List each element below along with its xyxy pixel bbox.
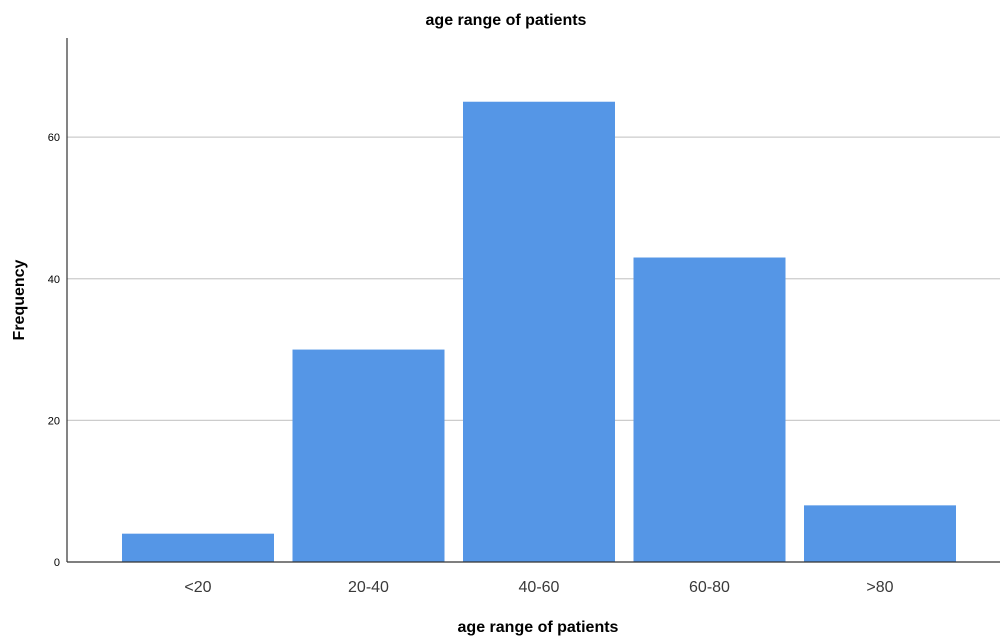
- bar-5: [804, 505, 956, 562]
- y-tick-label: 40: [48, 274, 60, 286]
- bar-3: [463, 101, 615, 562]
- x-tick-label: >80: [866, 579, 893, 596]
- y-tick-label: 0: [54, 557, 60, 569]
- bar-2: [292, 349, 445, 562]
- y-tick-label: 20: [48, 415, 60, 427]
- y-tick-label: 60: [48, 132, 60, 144]
- bar-1: [122, 533, 274, 562]
- bars: [122, 101, 956, 562]
- chart-title: age range of patients: [426, 12, 587, 29]
- bar-4: [633, 257, 786, 562]
- x-tick-label: 20-40: [348, 579, 389, 596]
- x-tick-label: 60-80: [689, 579, 730, 596]
- axes: [66, 38, 1000, 563]
- y-tick-labels: 0 20 40 60: [48, 132, 60, 569]
- x-axis-label: age range of patients: [458, 619, 619, 636]
- y-axis-label: Frequency: [11, 259, 28, 340]
- x-tick-labels: <20 20-40 40-60 60-80 >80: [184, 579, 893, 596]
- x-tick-label: <20: [184, 579, 211, 596]
- x-tick-label: 40-60: [519, 579, 560, 596]
